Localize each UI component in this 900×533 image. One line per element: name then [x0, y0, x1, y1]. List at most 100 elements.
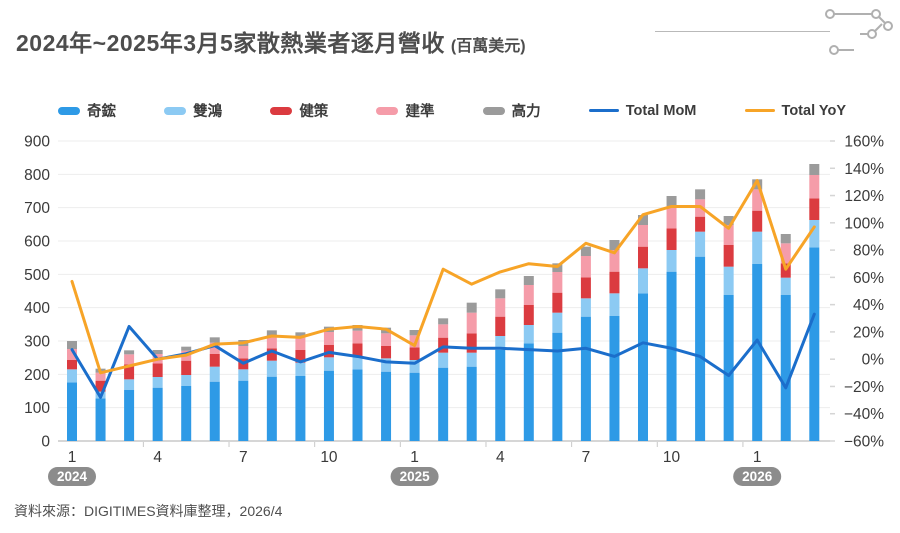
bar-segment — [695, 216, 706, 232]
bar-segment — [609, 250, 620, 272]
bar-segment — [466, 352, 477, 367]
bar-segment — [352, 330, 363, 344]
year-badges: 2024 2025 2026 — [48, 467, 782, 486]
legend-item-total-mom: Total MoM — [588, 102, 697, 119]
bar-segment — [666, 228, 677, 250]
bar-segment — [295, 350, 306, 363]
bar-segment — [352, 369, 363, 441]
bar-2024/2 — [95, 368, 106, 441]
bar-segment — [67, 341, 77, 349]
bar-2024/4 — [152, 350, 163, 441]
right-axis-label: 60% — [853, 270, 884, 287]
bar-2025/4 — [495, 289, 506, 441]
bar-segment — [409, 372, 420, 441]
bar-segment — [209, 354, 220, 367]
legend-swatch — [744, 108, 775, 113]
bar-2025/3 — [466, 302, 477, 441]
bar-segment — [95, 372, 106, 381]
right-axis-label: 100% — [844, 215, 884, 232]
bar-segment — [124, 379, 135, 390]
bar-segment — [67, 349, 77, 360]
legend-item-jiance: 健策 — [270, 100, 328, 121]
right-axis-label: 20% — [853, 324, 884, 341]
legend-swatch — [164, 106, 187, 115]
legend-label: Total YoY — [781, 102, 846, 119]
bar-2025/5 — [523, 276, 534, 441]
bar-segment — [238, 369, 249, 381]
legend-label: 健策 — [299, 104, 329, 120]
left-axis-label: 700 — [24, 200, 50, 217]
x-axis-label: 1 — [68, 449, 77, 466]
bar-segment — [523, 343, 534, 441]
bar-segment — [409, 330, 420, 336]
left-axis-label: 400 — [24, 300, 50, 317]
bar-segment — [523, 325, 534, 344]
bar-segment — [723, 295, 734, 441]
legend-item-shuanghong: 雙鴻 — [164, 100, 222, 121]
legend-label: 奇鋐 — [87, 104, 116, 120]
bar-segment — [323, 370, 334, 441]
bar-segment — [238, 380, 249, 441]
bar-2025/10 — [666, 196, 677, 441]
bar-2025/7 — [580, 246, 591, 441]
bar-segment — [181, 346, 192, 351]
x-axis-label: 1 — [410, 449, 419, 466]
header-divider — [655, 31, 830, 32]
bar-segment — [381, 371, 392, 441]
bar-segment — [780, 277, 791, 295]
bar-segment — [295, 376, 306, 441]
bar-segment — [695, 231, 706, 257]
bar-segment — [323, 332, 334, 345]
bar-segment — [438, 367, 449, 441]
page-title: 2024年~2025年3月5家散熱業者逐月營收 — [16, 30, 445, 56]
x-axis-label: 7 — [582, 449, 591, 466]
legend-item-total-yoy: Total YoY — [744, 102, 846, 119]
bar-segment — [580, 256, 591, 278]
legend-swatch — [482, 106, 505, 115]
bar-2024/9 — [295, 332, 306, 441]
bar-segment — [809, 175, 820, 199]
x-axis-label: 10 — [663, 449, 681, 466]
bar-segment — [95, 380, 106, 392]
bar-2024/5 — [181, 346, 192, 441]
bar-segment — [666, 196, 677, 206]
bar-segment — [295, 337, 306, 350]
year-badge-label: 2025 — [400, 469, 431, 484]
bar-segment — [552, 272, 563, 293]
bar-segment — [552, 312, 563, 333]
legend-swatch — [270, 106, 293, 115]
bar-segment — [381, 358, 392, 372]
left-axis-label: 0 — [41, 434, 50, 451]
x-axis-label: 4 — [153, 449, 162, 466]
bar-segment — [666, 250, 677, 272]
bar-segment — [523, 276, 534, 285]
bar-segment — [809, 164, 820, 175]
left-axis-label: 600 — [24, 234, 50, 251]
bar-2025/11 — [695, 189, 706, 441]
bar-segment — [152, 377, 163, 388]
right-axis-label: −60% — [844, 434, 884, 451]
legend-item-gaoli: 高力 — [482, 100, 541, 121]
legend-label: Total MoM — [625, 102, 697, 119]
bar-segment — [752, 231, 763, 264]
bar-2024/3 — [124, 350, 135, 441]
bar-segment — [495, 316, 506, 336]
page-header: 2024年~2025年3月5家散熱業者逐月營收 (百萬美元) — [16, 24, 526, 58]
bar-segment — [438, 352, 449, 368]
right-axis-label: 40% — [853, 297, 884, 314]
bar-segment — [67, 360, 77, 370]
bar-2025/2 — [438, 318, 449, 441]
right-axis-label: 160% — [844, 134, 884, 151]
bar-segment — [409, 347, 420, 360]
bar-2024/10 — [323, 326, 334, 441]
bar-segment — [638, 293, 648, 441]
x-axis-label: 7 — [239, 449, 248, 466]
left-axis-label: 300 — [24, 334, 50, 351]
bar-segment — [666, 206, 677, 229]
bar-segment — [181, 386, 192, 441]
bar-segment — [552, 292, 563, 313]
bar-segment — [266, 330, 277, 336]
left-axis-label: 900 — [24, 134, 50, 151]
bar-2026/1 — [752, 179, 763, 441]
